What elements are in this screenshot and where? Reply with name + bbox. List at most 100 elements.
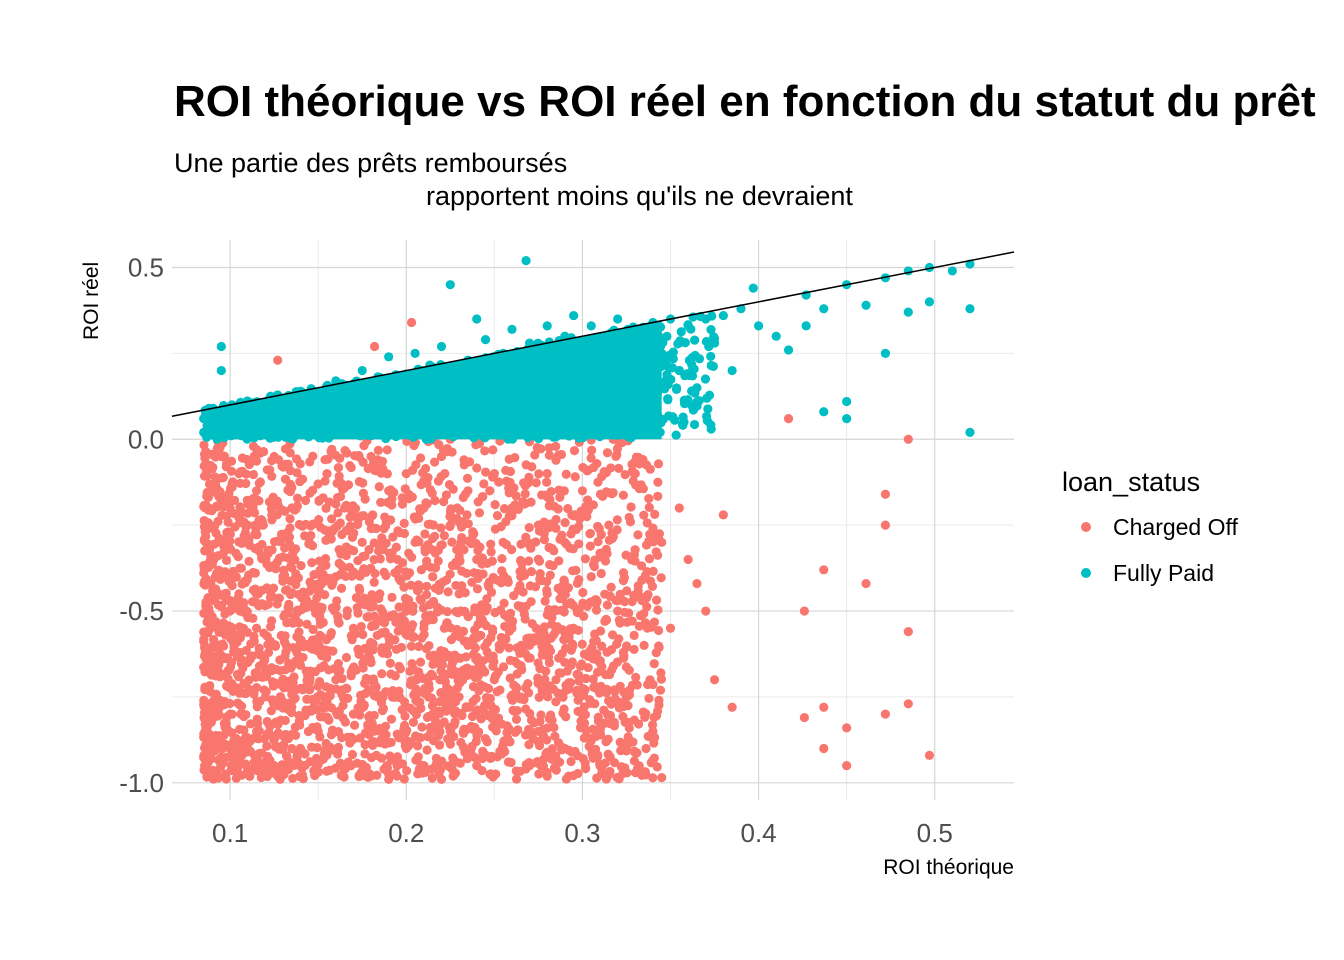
charged-off-point	[639, 510, 649, 520]
charged-off-point	[270, 640, 280, 650]
fully-paid-point	[551, 383, 561, 393]
charged-off-point	[468, 681, 479, 692]
charged-off-point	[513, 601, 523, 611]
charged-off-point	[331, 572, 341, 582]
charged-off-point	[376, 497, 386, 508]
fully-paid-point	[458, 428, 469, 438]
charged-off-point	[236, 709, 246, 719]
charged-off-point	[414, 641, 424, 652]
charged-off-point	[322, 653, 332, 663]
charged-off-point	[306, 579, 316, 589]
charged-off-point	[595, 761, 605, 771]
charged-off-point	[644, 502, 654, 512]
fully-paid-point	[598, 355, 608, 365]
fully-paid-point	[436, 360, 446, 370]
charged-off-point	[210, 572, 220, 582]
fully-paid-point	[410, 348, 420, 358]
charged-off-point	[233, 698, 243, 708]
charged-off-point	[480, 606, 491, 616]
charged-off-point	[348, 546, 359, 556]
charged-off-point	[653, 477, 663, 487]
charged-off-point	[377, 607, 388, 617]
charged-off-point	[345, 521, 355, 531]
fully-paid-point	[313, 390, 323, 400]
fully-paid-point	[539, 381, 549, 392]
fully-paid-point	[643, 424, 653, 435]
charged-off-point	[354, 649, 364, 659]
charged-off-point	[426, 693, 437, 703]
charged-off-point	[409, 440, 419, 451]
charged-off-point	[619, 573, 630, 583]
fully-paid-point	[701, 336, 712, 347]
charged-off-point	[276, 529, 287, 540]
charged-off-point	[454, 589, 464, 599]
charged-off-point	[505, 673, 515, 683]
charged-off-point	[436, 472, 446, 482]
fully-paid-point	[275, 427, 285, 438]
charged-off-point	[481, 467, 491, 477]
charged-off-point	[596, 568, 606, 579]
charged-off-point	[328, 646, 338, 656]
charged-off-point	[600, 556, 611, 566]
charged-off-point	[415, 594, 425, 604]
charged-off-point	[471, 693, 481, 704]
charged-off-point	[629, 756, 639, 766]
fully-paid-point	[564, 431, 574, 441]
charged-off-point	[210, 487, 220, 497]
charged-off-point	[444, 685, 454, 695]
charged-off-point	[483, 580, 493, 590]
charged-off-point	[234, 589, 244, 599]
charged-off-point	[629, 590, 639, 601]
fully-paid-point	[632, 376, 642, 386]
charged-off-point	[511, 491, 521, 501]
charged-off-point	[287, 743, 297, 754]
charged-off-point	[341, 542, 351, 552]
charged-off-point	[655, 685, 666, 695]
chart-subtitle-line1: Une partie des prêts remboursés	[174, 148, 567, 178]
fully-paid-point	[861, 300, 871, 310]
charged-off-point	[380, 739, 390, 749]
charged-off-point	[354, 770, 364, 780]
charged-off-point	[292, 647, 302, 658]
charged-off-point	[510, 727, 520, 737]
charged-off-point	[327, 603, 338, 613]
charged-off-point	[819, 702, 829, 712]
fully-paid-point	[348, 383, 359, 393]
charged-off-point	[434, 440, 444, 450]
fully-paid-point	[547, 429, 557, 439]
charged-off-point	[232, 669, 243, 680]
charged-off-point	[577, 639, 587, 649]
charged-off-point	[207, 747, 217, 757]
charged-off-point	[280, 506, 290, 516]
charged-off-point	[458, 492, 468, 503]
x-tick-label: 0.3	[564, 818, 600, 848]
charged-off-point	[348, 623, 359, 633]
charged-off-point	[217, 510, 227, 521]
charged-off-point	[472, 584, 483, 594]
charged-off-point	[566, 597, 576, 608]
charged-off-point	[819, 743, 829, 754]
fully-paid-point	[287, 422, 297, 432]
fully-paid-point	[507, 324, 517, 334]
fully-paid-point	[903, 307, 913, 317]
charged-off-point	[276, 762, 287, 772]
fully-paid-point	[801, 321, 811, 331]
charged-off-point	[295, 640, 306, 650]
charged-off-point	[249, 750, 259, 760]
fully-paid-point	[689, 419, 700, 430]
charged-off-point	[614, 463, 624, 473]
charged-off-point	[404, 494, 414, 504]
charged-off-point	[225, 544, 236, 554]
charged-off-point	[462, 510, 472, 520]
charged-off-point	[315, 663, 326, 673]
charged-off-point	[486, 547, 496, 557]
charged-off-point	[320, 712, 330, 722]
charged-off-point	[558, 708, 568, 718]
fully-paid-point	[506, 389, 516, 399]
charged-off-point	[226, 662, 236, 672]
charged-off-point	[346, 761, 356, 771]
charged-off-point	[423, 472, 433, 483]
charged-off-point	[326, 534, 336, 544]
charged-off-point	[410, 537, 420, 547]
fully-paid-point	[573, 404, 583, 414]
